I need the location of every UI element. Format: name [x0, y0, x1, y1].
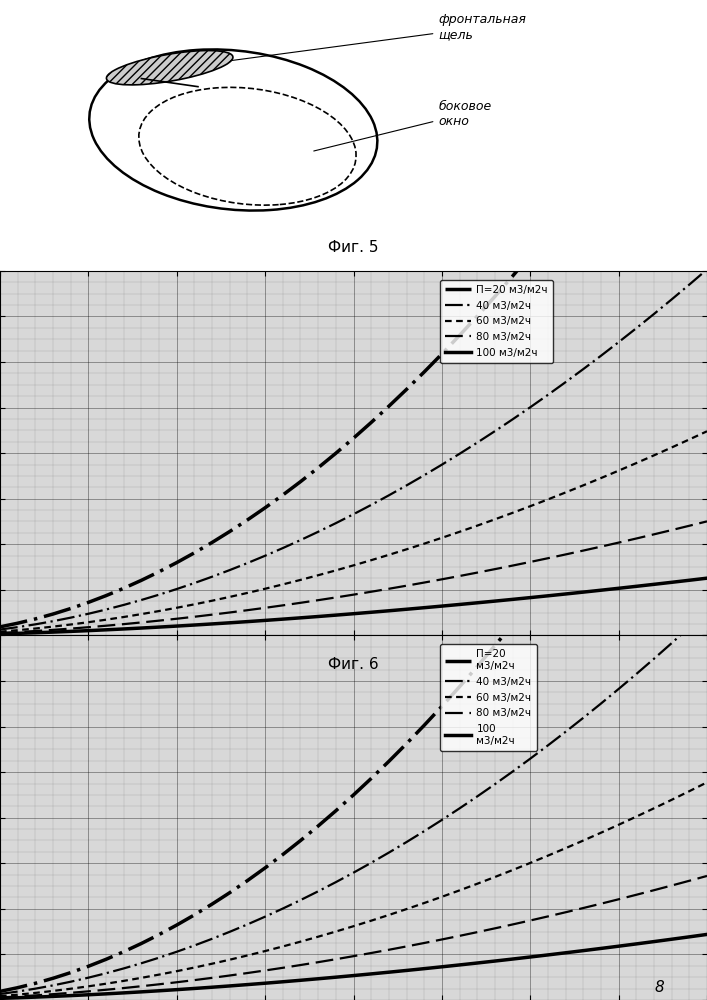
Legend: П=20 м3/м2ч, 40 м3/м2ч, 60 м3/м2ч, 80 м3/м2ч, 100 м3/м2ч: П=20 м3/м2ч, 40 м3/м2ч, 60 м3/м2ч, 80 м3… [440, 280, 553, 363]
Legend: П=20
м3/м2ч, 40 м3/м2ч, 60 м3/м2ч, 80 м3/м2ч, 100
м3/м2ч: П=20 м3/м2ч, 40 м3/м2ч, 60 м3/м2ч, 80 м3… [440, 644, 537, 751]
Ellipse shape [107, 51, 233, 85]
Text: Фиг. 6: Фиг. 6 [328, 657, 379, 672]
Text: боковое
окно: боковое окно [314, 100, 491, 151]
Text: 8: 8 [655, 980, 665, 995]
Text: фронтальная
щель: фронтальная щель [201, 13, 526, 65]
X-axis label: Uᵣ, м/с: Uᵣ, м/с [333, 656, 374, 669]
Text: Фиг. 5: Фиг. 5 [328, 240, 379, 255]
